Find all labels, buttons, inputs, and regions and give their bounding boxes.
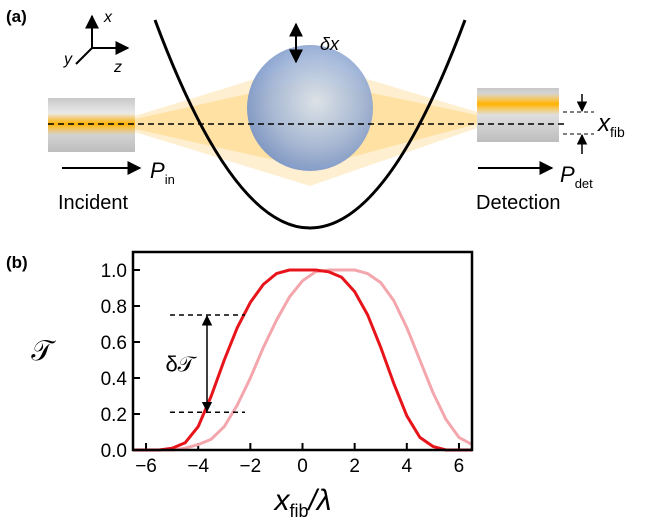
symbol: x [597,110,611,137]
y-axis-label: 𝒯 [31,335,56,366]
y-tick-label: 0.8 [101,297,127,318]
output-caption: Detection [476,192,561,214]
x-tick-label: 2 [349,456,360,477]
axes-glyph [75,14,130,65]
curve [133,268,472,452]
output-power: Pdet [560,162,593,191]
bracket-label: δ𝒯 [165,352,197,377]
subscript: det [575,176,593,191]
x-axis-label: xfib/λ [272,484,331,521]
fiber-core [477,93,559,115]
curve [133,268,473,452]
axis-x: x [103,9,113,26]
suffix: /λ [306,484,331,517]
y-tick-label: 0.4 [101,369,128,390]
sphere [247,45,373,171]
input-caption: Incident [58,192,128,214]
x-tick-label: 6 [454,456,465,477]
symbol: x [272,484,290,517]
x-tick-label: 4 [402,456,413,477]
axis-z: z [113,59,122,76]
x-tick-label: −2 [240,456,262,477]
subscript: in [165,172,175,187]
y-tick-label: 0.0 [101,441,127,462]
y-tick-label: 0.2 [101,405,127,426]
x-tick-label: −6 [135,456,157,477]
trap-potential [153,19,467,230]
subscript: fib [610,124,625,140]
panel-label: (b) [6,253,28,272]
x-tick-label: −4 [187,456,209,477]
x-tick-label: 0 [297,456,308,477]
symbol: P [560,162,575,187]
axis-y: y [63,51,73,68]
offset-label: xfib [597,110,625,140]
shift-label: δx [320,34,340,54]
y-tick-label: 1.0 [101,261,127,282]
plot-frame [131,250,474,452]
y-tick-label: 0.6 [101,333,127,354]
symbol: P [150,158,165,183]
offset-marker [563,94,594,154]
panel-label: (a) [6,7,27,26]
input-power: Pin [150,158,175,187]
subscript: fib [289,501,308,521]
